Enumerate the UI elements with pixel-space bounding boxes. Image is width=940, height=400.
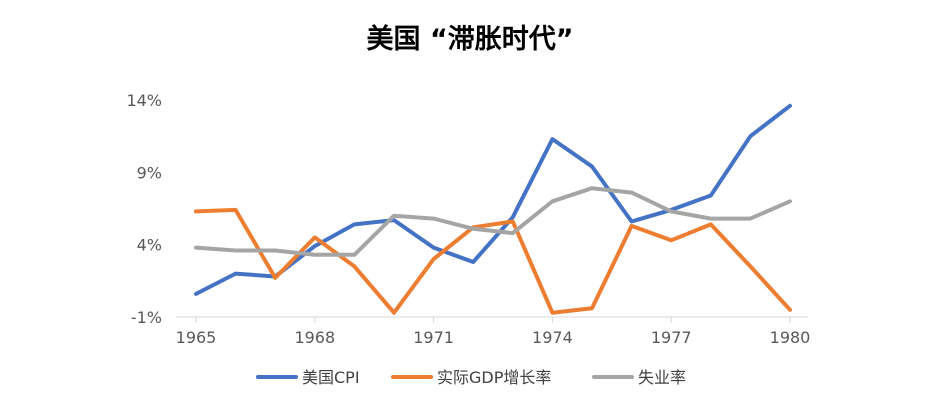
x-tick-label: 1977: [651, 328, 692, 347]
x-tick-label: 1974: [532, 328, 573, 347]
series-line-1: [194, 103, 792, 296]
chart-title: 美国 “滞胀时代”: [367, 23, 574, 55]
series-lines: [194, 103, 792, 315]
legend: 美国CPI 实际GDP增长率 失业率: [256, 368, 686, 387]
x-tick-label: 1968: [294, 328, 335, 347]
y-tick-label: 9%: [137, 163, 162, 182]
y-tick-label: 4%: [137, 236, 162, 255]
legend-label: 失业率: [638, 368, 686, 387]
legend-label: 实际GDP增长率: [437, 368, 551, 387]
legend-label: 美国CPI: [302, 368, 360, 387]
axes: 1965 1968 1971 1974 1977 1980 -1% 4% 9% 14%: [126, 91, 810, 347]
x-tick-label: 1971: [413, 328, 454, 347]
y-tick-label: 14%: [126, 91, 162, 110]
series-line-3: [194, 186, 792, 257]
series-line-2: [194, 207, 792, 315]
x-tick-label: 1980: [770, 328, 811, 347]
x-tick-label: 1965: [176, 328, 217, 347]
y-tick-label: -1%: [131, 308, 162, 327]
